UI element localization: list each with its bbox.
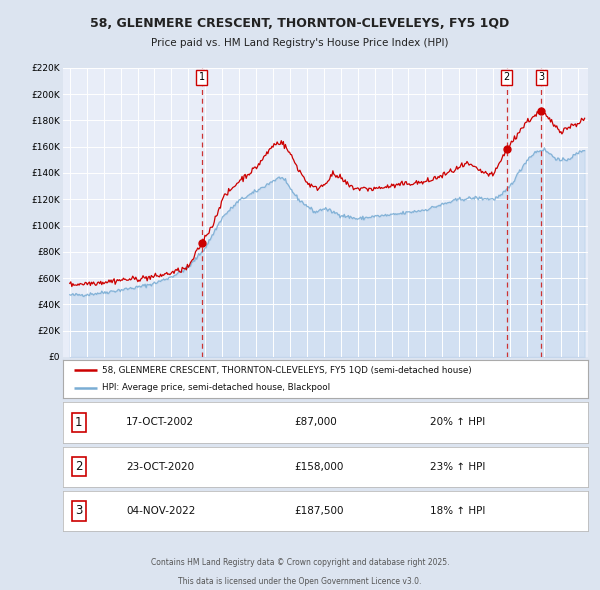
Text: 17-OCT-2002: 17-OCT-2002 <box>126 418 194 427</box>
Text: This data is licensed under the Open Government Licence v3.0.: This data is licensed under the Open Gov… <box>178 577 422 586</box>
Text: 1: 1 <box>199 72 205 82</box>
Text: £87,000: £87,000 <box>294 418 337 427</box>
Text: HPI: Average price, semi-detached house, Blackpool: HPI: Average price, semi-detached house,… <box>103 384 331 392</box>
Text: 58, GLENMERE CRESCENT, THORNTON-CLEVELEYS, FY5 1QD (semi-detached house): 58, GLENMERE CRESCENT, THORNTON-CLEVELEY… <box>103 366 472 375</box>
Text: 3: 3 <box>75 504 82 517</box>
Text: 1: 1 <box>75 416 83 429</box>
Text: 18% ↑ HPI: 18% ↑ HPI <box>431 506 486 516</box>
Text: 58, GLENMERE CRESCENT, THORNTON-CLEVELEYS, FY5 1QD: 58, GLENMERE CRESCENT, THORNTON-CLEVELEY… <box>91 17 509 30</box>
Text: 2: 2 <box>75 460 83 473</box>
Text: 23-OCT-2020: 23-OCT-2020 <box>126 462 194 471</box>
Text: 2: 2 <box>503 72 510 82</box>
Text: Price paid vs. HM Land Registry's House Price Index (HPI): Price paid vs. HM Land Registry's House … <box>151 38 449 48</box>
Text: Contains HM Land Registry data © Crown copyright and database right 2025.: Contains HM Land Registry data © Crown c… <box>151 558 449 566</box>
Text: 23% ↑ HPI: 23% ↑ HPI <box>431 462 486 471</box>
Text: £187,500: £187,500 <box>294 506 343 516</box>
Text: £158,000: £158,000 <box>294 462 343 471</box>
Text: 20% ↑ HPI: 20% ↑ HPI <box>431 418 486 427</box>
Text: 3: 3 <box>538 72 544 82</box>
Text: 04-NOV-2022: 04-NOV-2022 <box>126 506 196 516</box>
